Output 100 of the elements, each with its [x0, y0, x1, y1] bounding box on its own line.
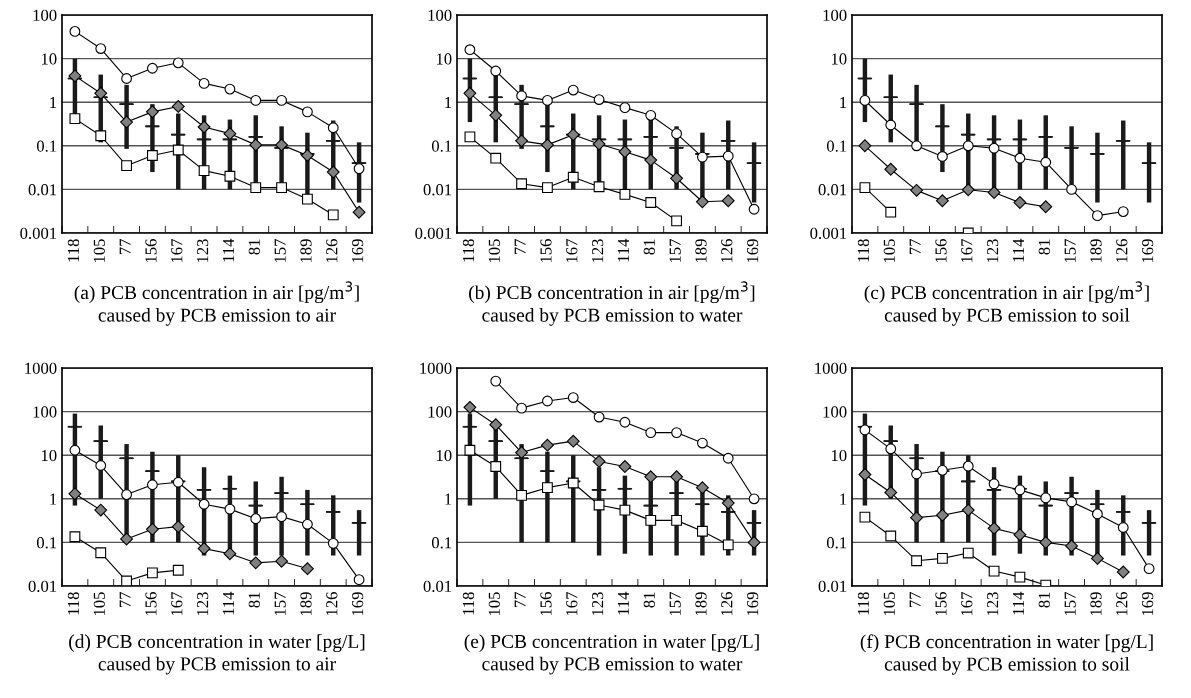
point: [935, 194, 949, 208]
point: [1014, 571, 1026, 583]
point: [327, 122, 339, 134]
x-tick-label: 123: [987, 239, 999, 263]
y-tick-label: 0.1: [826, 140, 847, 152]
point: [198, 165, 210, 177]
point: [962, 140, 974, 152]
x-tick-label: 157: [1064, 239, 1076, 263]
x-tick-label: 167: [566, 239, 578, 263]
point: [858, 139, 872, 153]
point: [300, 562, 314, 576]
point: [275, 138, 289, 152]
x-tick-label: 105: [488, 239, 500, 263]
point: [224, 83, 236, 95]
point: [95, 460, 107, 471]
y-tick-label: 10: [436, 449, 452, 462]
point: [619, 102, 631, 114]
point: [147, 567, 158, 579]
y-tick-label: 10: [436, 53, 452, 65]
point: [68, 487, 82, 501]
x-tick-label: 105: [883, 592, 895, 616]
x-tick-label: 167: [171, 239, 183, 263]
y-tick-label: 0.01: [818, 184, 847, 196]
x-tick-label: 189: [695, 239, 707, 263]
x-tick-label: 105: [883, 239, 895, 263]
x-tick-label: 167: [171, 592, 183, 616]
point: [671, 514, 682, 526]
point: [490, 152, 502, 164]
point: [697, 151, 708, 163]
point: [722, 150, 734, 162]
point: [884, 162, 898, 176]
point: [198, 498, 210, 510]
x-tick-label: 126: [721, 239, 733, 263]
x-tick-label: 118: [857, 592, 870, 615]
point: [859, 182, 871, 194]
point: [276, 94, 287, 106]
point: [911, 140, 922, 152]
y-tick-label: 0.1: [431, 537, 452, 549]
text: (b) PCB concentration in air [pg/m$^{3}$] caused by PCB emission to water: [469, 281, 755, 326]
point: [1039, 200, 1053, 214]
point: [172, 564, 184, 576]
point: [619, 188, 631, 200]
point: [567, 171, 579, 183]
x-tick-label: 189: [300, 592, 312, 616]
point: [1014, 484, 1026, 496]
x-tick-label: 169: [352, 239, 364, 263]
x-tick-label: 169: [747, 239, 759, 263]
x-tick-label: 167: [566, 592, 578, 616]
x-tick-label: 167: [961, 239, 973, 263]
point: [94, 503, 108, 517]
y-tick-label: 0.001: [20, 227, 57, 240]
point: [542, 182, 553, 194]
point: [618, 145, 632, 159]
point: [95, 130, 107, 142]
point: [935, 508, 949, 522]
point: [489, 418, 503, 432]
point: [937, 151, 948, 162]
point: [988, 142, 1000, 154]
point: [593, 181, 605, 193]
point: [911, 555, 922, 567]
point: [1013, 528, 1027, 542]
point: [542, 482, 553, 494]
point: [516, 489, 527, 501]
point: [68, 69, 82, 83]
point: [327, 537, 339, 549]
point: [671, 427, 682, 439]
y-tick-label: 100: [33, 9, 57, 21]
x-tick-label: 169: [747, 592, 759, 616]
point: [276, 511, 287, 523]
point: [223, 547, 237, 561]
point: [566, 434, 580, 448]
point: [695, 195, 709, 209]
point: [250, 182, 262, 194]
x-tick-label: 156: [540, 239, 552, 263]
point: [859, 424, 871, 436]
point: [697, 525, 708, 537]
point: [567, 392, 579, 403]
point: [300, 149, 314, 162]
x-tick-label: 169: [1142, 592, 1154, 616]
point: [567, 477, 579, 489]
point: [987, 521, 1001, 535]
point: [352, 205, 366, 219]
y-tick-label: 100: [428, 9, 452, 21]
x-tick-label: 189: [300, 239, 312, 263]
point: [937, 552, 948, 564]
y-tick-label: 10: [831, 449, 847, 462]
point: [748, 493, 760, 505]
point: [671, 128, 682, 140]
x-tick-label: 157: [669, 239, 681, 263]
point: [697, 437, 708, 449]
point: [567, 84, 579, 96]
point: [224, 503, 236, 515]
y-tick-label: 0.1: [826, 537, 847, 549]
x-tick-label: 81: [248, 239, 260, 255]
y-tick-label: 1: [50, 96, 57, 108]
point: [489, 108, 503, 122]
point: [721, 194, 735, 208]
point: [618, 460, 632, 473]
point: [937, 464, 948, 476]
y-tick-label: 1000: [420, 362, 452, 374]
